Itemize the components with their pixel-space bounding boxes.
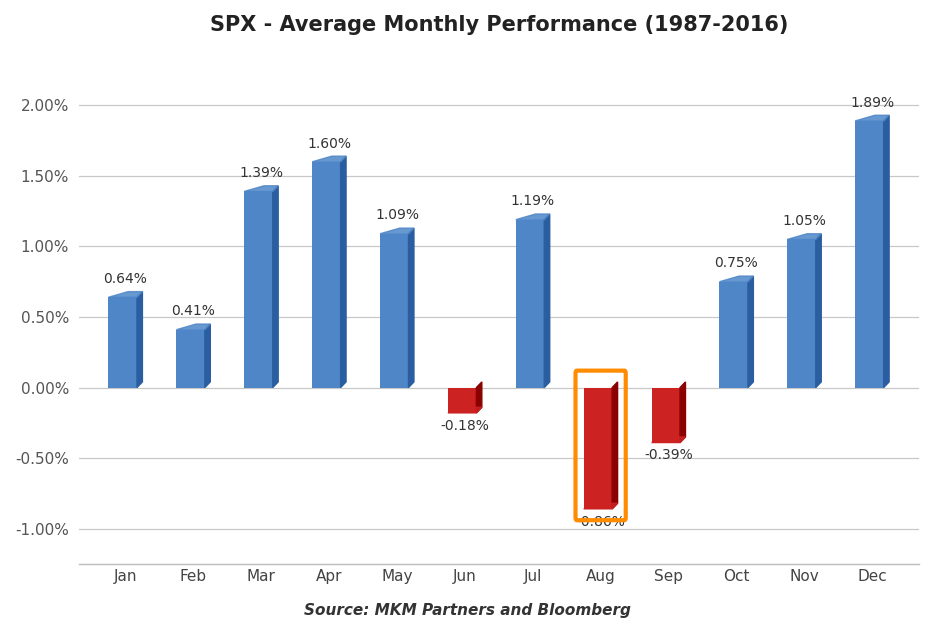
Bar [516, 220, 545, 387]
Bar [652, 387, 680, 443]
Bar [719, 282, 748, 387]
Polygon shape [856, 115, 889, 121]
Text: -0.86%: -0.86% [576, 515, 625, 529]
Bar [380, 234, 408, 387]
Title: SPX - Average Monthly Performance (1987-2016): SPX - Average Monthly Performance (1987-… [209, 15, 788, 35]
Polygon shape [137, 292, 142, 387]
Bar [787, 240, 815, 387]
Polygon shape [273, 186, 278, 387]
Polygon shape [719, 276, 754, 282]
Bar [177, 330, 205, 387]
Text: 1.60%: 1.60% [307, 136, 351, 150]
Text: 0.64%: 0.64% [104, 272, 148, 286]
Polygon shape [815, 234, 821, 387]
Polygon shape [612, 382, 617, 509]
Bar [108, 297, 137, 387]
Text: -0.18%: -0.18% [441, 419, 489, 433]
Polygon shape [408, 228, 414, 387]
Polygon shape [205, 324, 210, 387]
Text: Source: MKM Partners and Bloomberg: Source: MKM Partners and Bloomberg [304, 603, 630, 618]
Polygon shape [516, 214, 550, 220]
Bar [312, 162, 341, 387]
Polygon shape [787, 234, 821, 240]
Text: 1.05%: 1.05% [783, 214, 827, 228]
Bar [244, 192, 273, 387]
Text: 1.39%: 1.39% [239, 166, 283, 180]
Polygon shape [680, 382, 686, 443]
Text: 1.09%: 1.09% [375, 208, 419, 222]
Polygon shape [108, 292, 142, 297]
Text: 0.75%: 0.75% [715, 257, 758, 271]
Text: 0.41%: 0.41% [171, 304, 215, 318]
Polygon shape [448, 407, 482, 413]
Polygon shape [341, 156, 347, 387]
Polygon shape [545, 214, 550, 387]
Polygon shape [748, 276, 754, 387]
Polygon shape [584, 503, 617, 509]
Polygon shape [312, 156, 347, 162]
Polygon shape [652, 437, 686, 443]
Polygon shape [177, 324, 210, 330]
Bar [856, 121, 884, 387]
Bar [584, 387, 612, 509]
Polygon shape [476, 382, 482, 413]
Bar [448, 387, 476, 413]
Polygon shape [380, 228, 414, 234]
Polygon shape [244, 186, 278, 192]
Polygon shape [884, 115, 889, 387]
Text: -0.39%: -0.39% [644, 448, 693, 462]
Text: 1.89%: 1.89% [850, 96, 894, 110]
Text: 1.19%: 1.19% [511, 194, 555, 208]
